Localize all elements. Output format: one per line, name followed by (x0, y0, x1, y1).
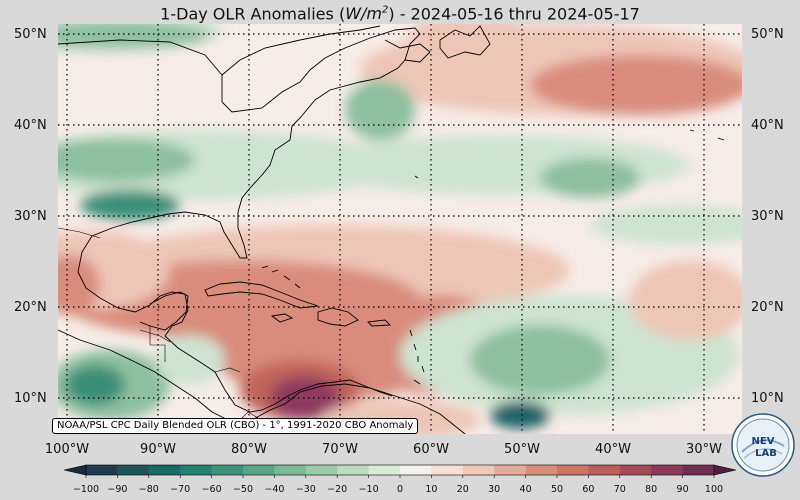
data-source-credit: NOAA/PSL CPC Daily Blended OLR (CBO) - 1… (52, 418, 419, 434)
colorbar-tick-label: −30 (295, 484, 316, 495)
map-title: 1-Day OLR Anomalies (W/m2) - 2024-05-16 … (160, 4, 640, 24)
colorbar-segment (148, 465, 181, 475)
lon-label-50w: 50°W (504, 442, 540, 457)
colorbar-segment (274, 465, 307, 475)
colorbar-tick-label: 100 (704, 484, 724, 495)
lon-label-100w: 100°W (44, 442, 90, 457)
colorbar-segment (243, 465, 275, 475)
colorbar-segment (180, 465, 213, 475)
colorbar-tick-label: −100 (72, 484, 100, 495)
lat-label-right-30: 30°N (751, 209, 784, 224)
anomaly-region (80, 190, 180, 220)
anomaly-region (58, 255, 100, 315)
colorbar (63, 464, 737, 478)
anomaly-region (410, 24, 530, 70)
svg-text:LAB: LAB (755, 448, 777, 459)
colorbar-tick-label: 10 (425, 484, 438, 495)
anomaly-region (58, 24, 210, 49)
colorbar-tick-label: −60 (201, 484, 222, 495)
colorbar-tick-label: 40 (519, 484, 532, 495)
colorbar-segment (431, 465, 464, 475)
anomaly-region (155, 335, 225, 385)
lat-label-left-10: 10°N (14, 391, 47, 406)
lon-label-40w: 40°W (595, 442, 631, 457)
colorbar-tick-label: −80 (138, 484, 159, 495)
colorbar-tick-label: 30 (488, 484, 501, 495)
colorbar-tick-label: 50 (550, 484, 564, 495)
colorbar-segment (651, 465, 684, 475)
colorbar-tick-label: 20 (456, 484, 469, 495)
anomaly-region (58, 138, 195, 182)
svg-text:NEV: NEV (752, 436, 775, 447)
colorbar-tick-label: −10 (358, 484, 379, 495)
colorbar-tick-label: 70 (613, 484, 626, 495)
anomaly-region (470, 325, 610, 395)
colorbar-segment (494, 465, 527, 475)
colorbar-segment (557, 465, 589, 475)
anomaly-region (270, 376, 340, 420)
nevlab-logo[interactable]: NEV LAB (730, 412, 796, 478)
colorbar-tick-label: −90 (107, 484, 128, 495)
anomaly-region (540, 158, 640, 198)
lon-label-30w: 30°W (686, 442, 722, 457)
colorbar-tick-label: 80 (645, 484, 658, 495)
lat-label-right-50: 50°N (751, 27, 784, 42)
coastlines (58, 25, 725, 434)
colorbar-segment (211, 465, 244, 475)
colorbar-tick-label: −70 (170, 484, 191, 495)
lat-label-right-40: 40°N (751, 118, 784, 133)
anomaly-region (530, 55, 742, 115)
colorbar-tick-label: −40 (264, 484, 285, 495)
colorbar-tick-label: 60 (582, 484, 595, 495)
colorbar-segment (619, 465, 652, 475)
anomaly-region (630, 260, 742, 340)
lat-label-left-30: 30°N (14, 209, 47, 224)
lat-label-right-20: 20°N (751, 300, 784, 315)
anomaly-field (58, 24, 742, 434)
lon-label-70w: 70°W (322, 442, 358, 457)
lon-label-90w: 90°W (140, 442, 176, 457)
colorbar-segment (525, 465, 558, 475)
colorbar-segment (117, 465, 150, 475)
colorbar-segment (368, 465, 401, 475)
colorbar-segment (682, 465, 715, 475)
colorbar-segment (86, 465, 118, 475)
anomaly-region (490, 401, 550, 429)
colorbar-segment (337, 465, 370, 475)
lon-label-60w: 60°W (413, 442, 449, 457)
lat-label-left-50: 50°N (14, 27, 47, 42)
colorbar-segment (305, 465, 338, 475)
colorbar-tick-label: 0 (396, 484, 404, 495)
anomaly-region (345, 80, 415, 140)
colorbar-tick-label: −20 (327, 484, 348, 495)
colorbar-segment (588, 465, 621, 475)
colorbar-segment (462, 465, 495, 475)
anomaly-region (65, 365, 125, 405)
colorbar-tick-label: −50 (232, 484, 254, 495)
colorbar-min-extend (63, 464, 87, 476)
colorbar-segment (400, 465, 432, 475)
colorbar-tick-label: 90 (676, 484, 689, 495)
lon-label-80w: 80°W (231, 442, 267, 457)
lat-label-left-20: 20°N (14, 300, 47, 315)
anomaly-region (590, 205, 742, 245)
lat-label-right-10: 10°N (751, 391, 784, 406)
graticule (58, 24, 742, 434)
lat-label-left-40: 40°N (14, 118, 47, 133)
